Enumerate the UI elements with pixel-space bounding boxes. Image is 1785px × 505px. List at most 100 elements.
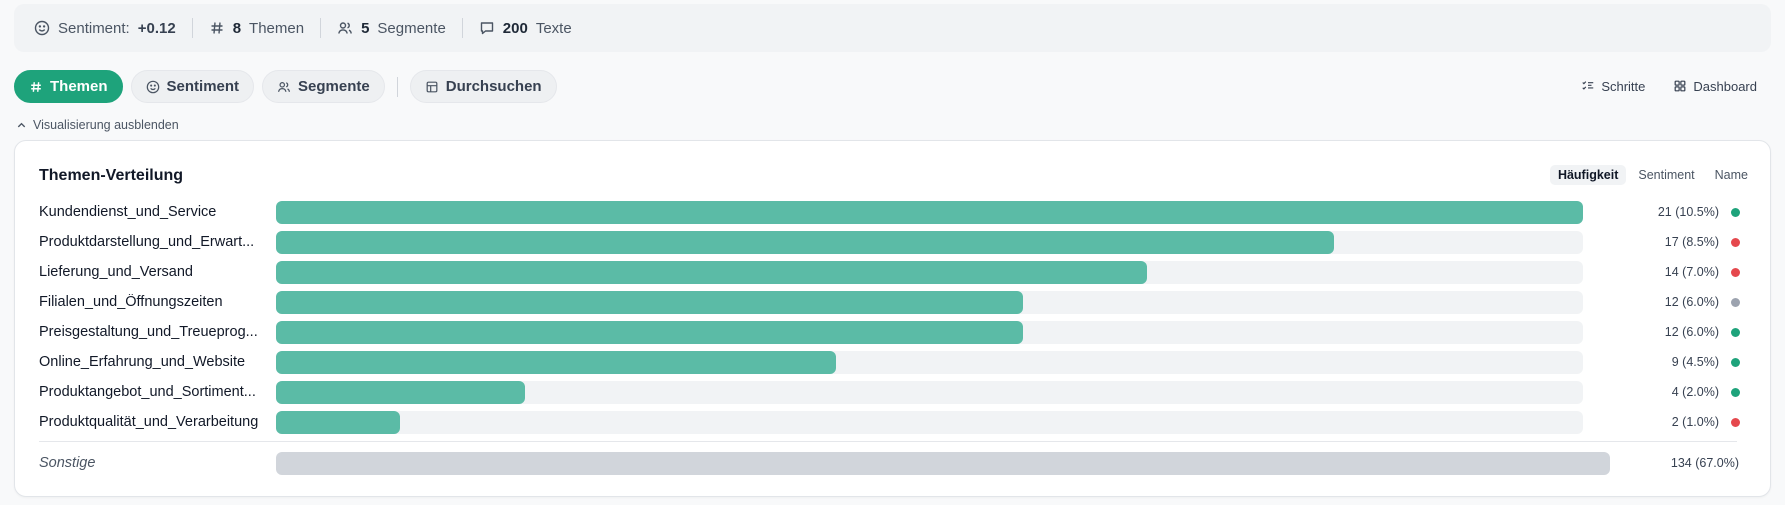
theme-row[interactable]: Filialen_und_Öffnungszeiten 12 (6.0%) xyxy=(39,287,1759,317)
theme-row[interactable]: Preisgestaltung_und_Treueprog... 12 (6.0%… xyxy=(39,317,1759,347)
theme-count: 2 (1.0%) xyxy=(1671,415,1719,429)
theme-bar-track xyxy=(276,260,1583,284)
stat-segments-count: 5 xyxy=(361,19,370,37)
theme-bar xyxy=(276,230,1334,254)
sentiment-dot xyxy=(1731,297,1740,307)
theme-bar-track xyxy=(276,380,1583,404)
theme-row[interactable]: Produktdarstellung_und_Erwart... 17 (8.5%… xyxy=(39,227,1759,257)
theme-label: Produktdarstellung_und_Erwart... xyxy=(39,234,255,250)
tab-durchsuchen[interactable]: Durchsuchen xyxy=(409,70,557,103)
sort-name-button[interactable]: Name xyxy=(1714,168,1748,182)
sort-sentiment-button[interactable]: Sentiment xyxy=(1638,168,1695,182)
theme-count: 9 (4.5%) xyxy=(1671,355,1719,369)
theme-label: Filialen_und_Öffnungszeiten xyxy=(39,294,223,310)
header-actions: Schritte Dashboard xyxy=(1581,72,1757,100)
tab-divider xyxy=(396,76,398,97)
other-count: 134 (67.0%) xyxy=(1670,456,1739,470)
table-icon xyxy=(425,80,439,94)
hash-icon xyxy=(29,80,43,94)
theme-bar-track xyxy=(276,410,1583,434)
steps-button[interactable]: Schritte xyxy=(1581,79,1645,94)
stat-texts-label: Texte xyxy=(535,19,572,37)
other-label: Sonstige xyxy=(39,455,96,471)
steps-label: Schritte xyxy=(1601,78,1646,94)
theme-row[interactable]: Produktangebot_und_Sortiment... 4 (2.0%) xyxy=(39,377,1759,407)
view-tabs: Themen Sentiment Segmente Durchsuchen xyxy=(14,70,557,103)
theme-label: Kundendienst_und_Service xyxy=(39,204,217,220)
theme-bar-track xyxy=(276,230,1583,254)
sort-frequency-button[interactable]: Häufigkeit xyxy=(1549,165,1627,185)
tab-themen[interactable]: Themen xyxy=(14,70,123,103)
smiley-icon xyxy=(146,80,160,94)
users-icon xyxy=(337,20,353,36)
card-title: Themen-Verteilung xyxy=(39,167,184,184)
tab-durchsuchen-label: Durchsuchen xyxy=(445,78,542,95)
theme-bar-track xyxy=(276,320,1583,344)
theme-count: 21 (10.5%) xyxy=(1657,205,1719,219)
theme-count: 14 (7.0%) xyxy=(1664,265,1719,279)
theme-label: Produktqualität_und_Verarbeitung xyxy=(39,414,259,430)
sentiment-dot xyxy=(1731,267,1740,277)
dashboard-label: Dashboard xyxy=(1693,78,1757,94)
stat-sentiment-value: +0.12 xyxy=(137,19,176,37)
stat-texts-count: 200 xyxy=(502,19,528,37)
theme-row[interactable]: Kundendienst_und_Service 21 (10.5%) xyxy=(39,197,1759,227)
sentiment-dot xyxy=(1731,417,1740,427)
theme-count: 12 (6.0%) xyxy=(1664,325,1719,339)
theme-label: Online_Erfahrung_und_Website xyxy=(39,354,246,370)
sentiment-dot xyxy=(1731,357,1740,367)
stat-segments-label: Segmente xyxy=(377,19,446,37)
hide-visualization-label: Visualisierung ausblenden xyxy=(33,118,179,132)
smiley-icon xyxy=(34,20,50,36)
stat-themes: 8 Themen xyxy=(191,18,320,38)
sentiment-dot xyxy=(1731,387,1740,397)
stat-sentiment: Sentiment: +0.12 xyxy=(34,18,192,38)
sentiment-dot xyxy=(1731,207,1740,217)
stat-themes-count: 8 xyxy=(232,19,242,37)
theme-bar xyxy=(276,350,836,374)
theme-label: Preisgestaltung_und_Treueprog... xyxy=(39,324,258,340)
hide-visualization-toggle[interactable]: Visualisierung ausblenden xyxy=(16,118,179,132)
theme-bar-track xyxy=(276,200,1583,224)
theme-bar-track xyxy=(276,350,1583,374)
sentiment-dot xyxy=(1731,237,1740,247)
theme-label: Lieferung_und_Versand xyxy=(39,264,193,280)
other-row[interactable]: Sonstige 134 (67.0%) xyxy=(39,448,1759,478)
hash-icon xyxy=(209,20,225,36)
stats-bar: Sentiment: +0.12 8 Themen 5 Segmente 200… xyxy=(14,4,1771,52)
theme-bar xyxy=(276,200,1583,224)
tab-sentiment[interactable]: Sentiment xyxy=(130,70,255,103)
theme-row[interactable]: Lieferung_und_Versand 14 (7.0%) xyxy=(39,257,1759,287)
sentiment-dot xyxy=(1731,327,1740,337)
theme-count: 4 (2.0%) xyxy=(1671,385,1719,399)
theme-count: 12 (6.0%) xyxy=(1664,295,1719,309)
chevron-up-icon xyxy=(16,120,27,131)
theme-bar-track xyxy=(276,290,1583,314)
stat-themes-label: Themen xyxy=(249,19,305,37)
other-divider xyxy=(39,441,1737,442)
stat-texts: 200 Texte xyxy=(461,18,588,38)
tab-segmente-label: Segmente xyxy=(298,78,370,95)
dashboard-icon xyxy=(1673,79,1687,93)
other-bar xyxy=(276,451,1610,475)
theme-bar xyxy=(276,290,1023,314)
stat-segments: 5 Segmente xyxy=(320,18,462,38)
sort-toggle: Häufigkeit Sentiment Name xyxy=(1549,165,1756,185)
theme-bar xyxy=(276,320,1023,344)
users-icon xyxy=(277,80,291,94)
checklist-icon xyxy=(1581,79,1595,93)
theme-distribution-card: Themen-Verteilung Häufigkeit Sentiment N… xyxy=(14,140,1771,497)
theme-bar-list: Kundendienst_und_Service 21 (10.5%) Produk… xyxy=(39,197,1759,437)
tab-segmente[interactable]: Segmente xyxy=(262,70,385,103)
theme-bar xyxy=(276,380,525,404)
theme-row[interactable]: Online_Erfahrung_und_Website 9 (4.5%) xyxy=(39,347,1759,377)
theme-bar xyxy=(276,410,400,434)
stat-sentiment-label: Sentiment: xyxy=(58,19,130,37)
theme-count: 17 (8.5%) xyxy=(1664,235,1719,249)
theme-bar xyxy=(276,260,1147,284)
theme-row[interactable]: Produktqualität_und_Verarbeitung 2 (1.0%) xyxy=(39,407,1759,437)
tab-themen-label: Themen xyxy=(50,78,108,95)
tab-sentiment-label: Sentiment xyxy=(166,78,240,95)
dashboard-button[interactable]: Dashboard xyxy=(1673,79,1757,94)
theme-label: Produktangebot_und_Sortiment... xyxy=(39,384,256,400)
